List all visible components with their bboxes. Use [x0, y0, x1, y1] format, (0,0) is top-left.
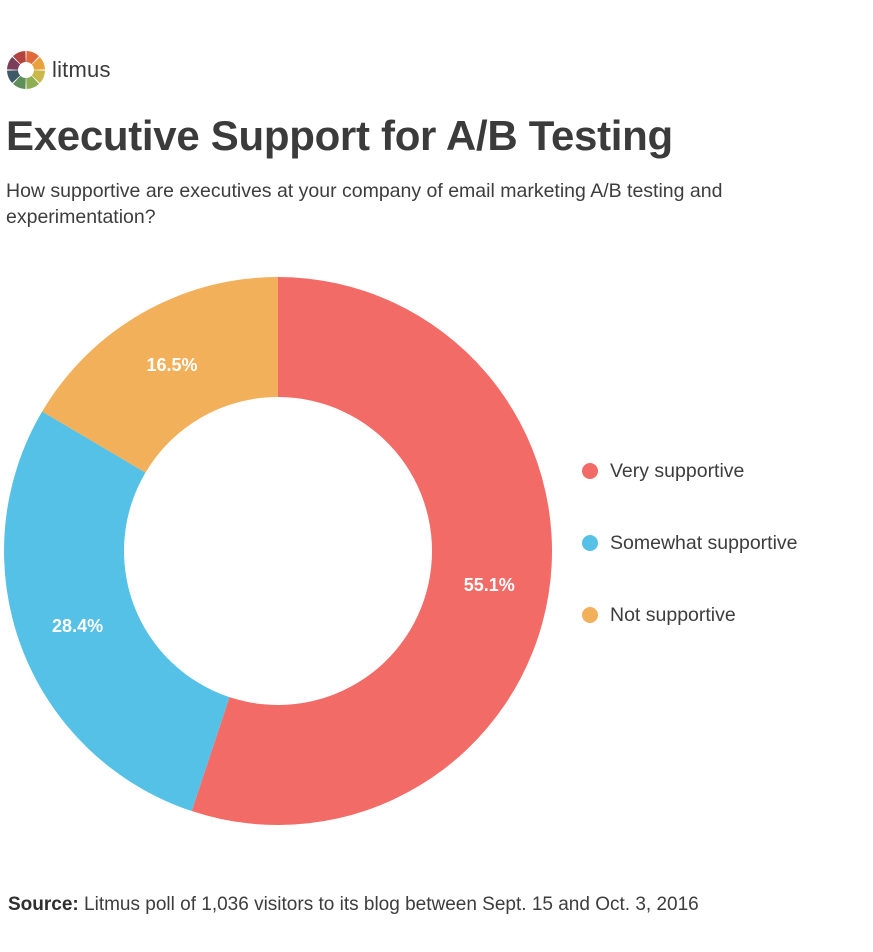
source-note: Source: Litmus poll of 1,036 visitors to… — [8, 894, 699, 916]
donut-slices — [3, 277, 552, 825]
donut-chart: 55.1% 28.4% 16.5% — [3, 277, 552, 825]
source-label: Source: — [8, 894, 79, 915]
logo-segment — [12, 75, 26, 89]
donut-slice-somewhat-supportive — [3, 411, 230, 812]
legend-swatch-somewhat-supportive — [582, 535, 598, 551]
legend-label-somewhat-supportive: Somewhat supportive — [610, 531, 798, 554]
data-label-somewhat-supportive: 28.4% — [52, 616, 103, 636]
data-label-not-supportive: 16.5% — [146, 355, 197, 375]
legend-label-not-supportive: Not supportive — [610, 603, 736, 626]
litmus-logo: litmus — [6, 50, 111, 90]
chart-legend: Very supportive Somewhat supportive Not … — [582, 455, 798, 671]
legend-item-very-supportive: Very supportive — [582, 455, 798, 487]
logo-segment — [7, 70, 21, 84]
logo-segment — [26, 51, 40, 65]
source-text: Litmus poll of 1,036 visitors to its blo… — [84, 894, 699, 915]
donut-slice-very-supportive — [191, 277, 552, 825]
legend-item-somewhat-supportive: Somewhat supportive — [582, 527, 798, 559]
logo-segment — [26, 75, 40, 89]
logo-segment — [7, 56, 21, 70]
litmus-logo-text: litmus — [52, 57, 111, 82]
logo-segment — [12, 51, 26, 65]
chart-subtitle: How supportive are executives at your co… — [6, 180, 723, 228]
litmus-logo-icon — [7, 51, 45, 89]
legend-label-very-supportive: Very supportive — [610, 459, 745, 482]
legend-item-not-supportive: Not supportive — [582, 599, 798, 631]
donut-slice-not-supportive — [42, 277, 279, 473]
data-label-very-supportive: 55.1% — [464, 575, 515, 595]
logo-segment — [31, 70, 45, 84]
legend-swatch-very-supportive — [582, 463, 598, 479]
chart-title: Executive Support for A/B Testing — [6, 112, 673, 159]
logo-segment — [31, 56, 45, 70]
legend-swatch-not-supportive — [582, 607, 598, 623]
donut-data-labels: 55.1% 28.4% 16.5% — [52, 355, 515, 636]
